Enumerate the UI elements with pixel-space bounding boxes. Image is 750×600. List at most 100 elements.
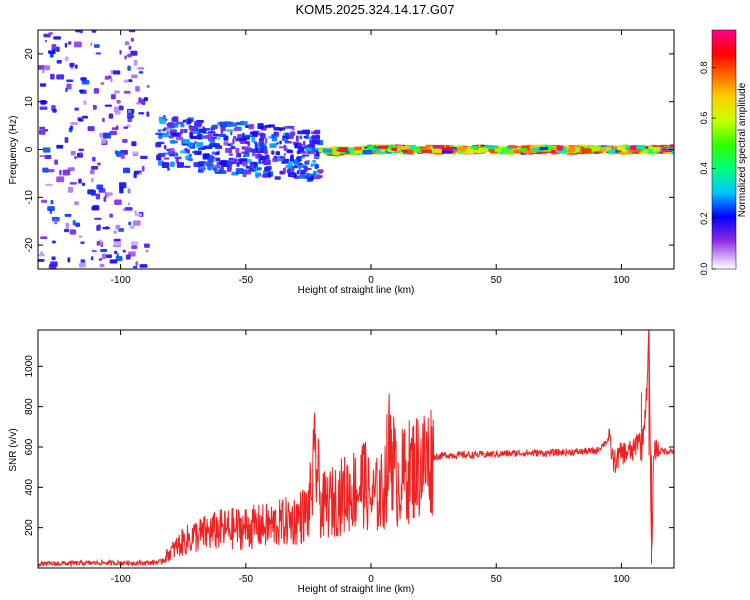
spectrogram-cell (158, 152, 166, 158)
spectrogram-cell (64, 42, 68, 48)
spectrogram-cell (519, 147, 528, 152)
spectrogram-cell (105, 192, 113, 196)
spectrogram-cell (94, 44, 100, 48)
spectrogram-cell (68, 41, 72, 45)
spectrogram-cell (246, 159, 252, 163)
spectrogram-cell (81, 115, 89, 119)
spectrogram-cell (146, 111, 150, 117)
spectrogram-cell (188, 126, 197, 131)
spectrogram-cell (48, 50, 56, 54)
spectrogram-cell (214, 145, 223, 149)
spectrogram-cell (314, 164, 319, 169)
figure-title: KOM5.2025.324.14.17.G07 (295, 2, 455, 17)
colorbar-gradient (711, 29, 737, 270)
spectrogram-cell (45, 183, 53, 186)
spectrogram-cell (175, 152, 178, 157)
spectrogram-cell (139, 264, 148, 268)
spectrogram-cell (145, 249, 149, 253)
spectrogram-cell (289, 156, 294, 162)
snr-x-tick-label: 100 (613, 574, 630, 585)
spectrogram-cell (119, 50, 122, 55)
spectrogram-cell (51, 240, 56, 244)
spectrogram-cell (556, 145, 563, 151)
spectrogram-cell (633, 144, 646, 150)
spectrogram-cell (180, 123, 185, 128)
spectrogram-cell (243, 146, 249, 151)
spectrogram-cell (47, 206, 55, 212)
spectrogram-cell (131, 141, 137, 147)
spectrogram-cell (69, 182, 77, 185)
spectrogram-cell (202, 160, 207, 165)
spectrogram-cell (311, 135, 317, 141)
spectrogram-cell (182, 139, 191, 144)
spectrogram-y-tick-label: 20 (24, 48, 35, 60)
spectrogram-cell (78, 235, 83, 238)
spectrogram-cell (167, 167, 171, 171)
spectrogram-cell (118, 182, 127, 189)
colorbar-tick-label: 0.0 (699, 263, 709, 276)
spectrogram-cell (124, 207, 133, 211)
spectrogram-cell (105, 254, 112, 259)
spectrogram-cell (103, 196, 107, 202)
colorbar-tick-label: 0.6 (699, 112, 709, 125)
snr-x-axis: -100 -50 0 50 100 (111, 330, 630, 585)
spectrogram-cell (67, 257, 71, 263)
snr-y-axis: 200 400 600 800 1000 (24, 355, 674, 536)
spectrogram-cell (189, 132, 193, 138)
spectrogram-cell (265, 166, 272, 171)
spectrogram-cell (74, 41, 82, 48)
spectrogram-cell (122, 208, 126, 212)
spectrogram-cell (297, 142, 302, 148)
spectrogram-cell (219, 166, 224, 171)
spectrogram-cell (40, 100, 47, 105)
spectrogram-cell (120, 153, 125, 160)
spectrogram-cell (207, 156, 215, 163)
spectrogram-cell (176, 162, 185, 168)
spectrogram-cell (230, 142, 234, 147)
spectrogram-cell (309, 150, 315, 155)
spectrogram-cell (194, 141, 197, 144)
spectrogram-cell (263, 159, 271, 166)
spectrogram-cell (64, 228, 70, 233)
spectrogram-y-tick-label: -10 (24, 190, 35, 205)
spectrogram-cell (212, 133, 220, 137)
spectrogram-x-axis: -100 -50 0 50 100 (111, 30, 630, 286)
spectrogram-cell (78, 148, 84, 152)
spectrogram-cell (163, 133, 169, 138)
colorbar-tick-label: 0.8 (699, 61, 709, 74)
spectrogram-cell (95, 193, 101, 200)
spectrogram-cell (96, 241, 101, 246)
spectrogram-cell (108, 113, 114, 119)
spectrogram-cell (621, 149, 627, 153)
spectrogram-x-tick-label: -100 (111, 275, 131, 286)
spectrogram-cell (600, 148, 606, 153)
spectrogram-x-tick-label: -50 (239, 275, 254, 286)
spectrogram-cell (233, 135, 237, 139)
spectrogram-cell (123, 79, 129, 83)
spectrogram-cell (400, 146, 410, 150)
spectrogram-cell (396, 145, 403, 150)
spectrogram-cell (132, 265, 138, 269)
spectrogram-cell (265, 138, 268, 144)
spectrogram-cell (91, 156, 96, 162)
spectrogram-cell (201, 167, 206, 171)
spectrogram-cell (47, 169, 55, 173)
spectrogram-cell (72, 220, 76, 226)
snr-frame (37, 329, 675, 569)
spectrogram-cell (617, 145, 626, 151)
spectrogram-cell (90, 42, 93, 46)
spectrogram-cell (282, 167, 286, 174)
spectrogram-cell (140, 155, 148, 159)
spectrogram-cell (273, 127, 280, 131)
spectrogram-cell (114, 90, 120, 94)
spectrogram-cell (210, 127, 216, 131)
spectrogram-cell (128, 221, 132, 226)
spectrogram-cell (75, 222, 81, 227)
spectrogram-cell (97, 162, 101, 166)
spectrogram-cell (167, 122, 173, 128)
spectrogram-cell (50, 261, 58, 267)
spectrogram-cell (283, 147, 288, 151)
spectrogram-cell (113, 230, 117, 234)
spectrogram-cell (284, 141, 292, 144)
